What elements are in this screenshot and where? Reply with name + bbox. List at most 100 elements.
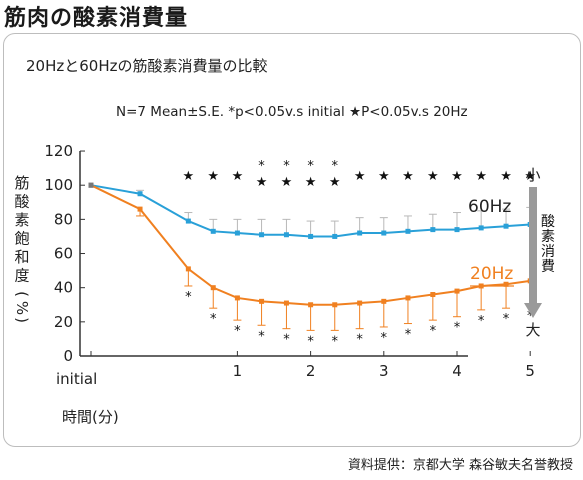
significance-asterisk: * bbox=[234, 324, 241, 339]
data-point-60Hz bbox=[478, 225, 484, 231]
y-tick-label: 40 bbox=[54, 279, 73, 297]
significance-star: ★ bbox=[500, 169, 512, 184]
data-point-60Hz bbox=[430, 227, 436, 233]
x-tick-label: 1 bbox=[233, 362, 243, 380]
significance-asterisk: * bbox=[405, 328, 412, 343]
significance-asterisk: * bbox=[332, 334, 339, 349]
significance-star: ★ bbox=[402, 169, 414, 184]
data-point-60Hz bbox=[185, 218, 191, 224]
data-point-20Hz bbox=[308, 302, 314, 308]
chart-frame bbox=[3, 33, 581, 447]
data-point-20Hz bbox=[332, 302, 338, 308]
data-point-60Hz bbox=[381, 230, 387, 236]
y-tick-label: 100 bbox=[44, 176, 73, 194]
y-tick-label: 0 bbox=[63, 347, 73, 365]
source-credit: 資料提供：京都大学 森谷敏夫名誉教授 bbox=[347, 458, 573, 473]
x-tick-label: 5 bbox=[525, 362, 535, 380]
y-tick-label: 20 bbox=[54, 313, 73, 331]
significance-star: ★ bbox=[427, 169, 439, 184]
significance-asterisk: * bbox=[478, 314, 485, 329]
x-tick-label: 3 bbox=[379, 362, 389, 380]
y-axis-title-char: 度 bbox=[14, 267, 29, 285]
y-axis-title-char: 飽 bbox=[14, 230, 29, 248]
arrow-top-label: 小 bbox=[525, 166, 540, 184]
y-tick-label: 60 bbox=[54, 245, 73, 263]
y-axis-title-char: 筋 bbox=[14, 174, 29, 192]
data-point-60Hz bbox=[332, 233, 338, 239]
chart-title: 20Hzと60Hzの筋酸素消費量の比較 bbox=[26, 57, 268, 75]
data-point-60Hz bbox=[454, 227, 460, 233]
arrow-middle-label-char: 素 bbox=[541, 229, 555, 245]
arrow-middle-label-char: 費 bbox=[541, 259, 555, 275]
x-tick-label: 2 bbox=[306, 362, 316, 380]
significance-asterisk: * bbox=[210, 312, 217, 327]
x-axis-title: 時間(分) bbox=[62, 408, 119, 426]
significance-asterisk: * bbox=[283, 159, 290, 174]
data-point-20Hz bbox=[454, 288, 460, 294]
significance-star: ★ bbox=[524, 169, 536, 184]
data-point-20Hz bbox=[405, 295, 411, 301]
significance-asterisk: * bbox=[503, 312, 510, 327]
data-point-60Hz bbox=[234, 230, 240, 236]
stat-annotation: N=7 Mean±S.E. *p<0.05v.s initial ★P<0.05… bbox=[116, 104, 468, 120]
data-point-20Hz bbox=[137, 206, 143, 212]
page-title: 筋肉の酸素消費量 bbox=[4, 6, 189, 31]
y-tick-label: 80 bbox=[54, 210, 73, 228]
data-point-20Hz bbox=[88, 182, 94, 188]
y-axis-title-char: ( bbox=[13, 291, 31, 297]
x-tick-label: initial bbox=[56, 370, 97, 388]
significance-star: ★ bbox=[329, 175, 341, 190]
significance-star: ★ bbox=[281, 175, 293, 190]
significance-star: ★ bbox=[207, 169, 219, 184]
significance-star: ★ bbox=[183, 169, 195, 184]
arrow-middle-label-char: 酸 bbox=[541, 214, 555, 230]
arrow-bottom-label: 大 bbox=[525, 321, 540, 339]
data-point-20Hz bbox=[357, 300, 363, 306]
significance-star: ★ bbox=[354, 169, 366, 184]
arrow-head bbox=[524, 303, 542, 318]
significance-asterisk: * bbox=[454, 321, 461, 336]
significance-asterisk: * bbox=[307, 159, 314, 174]
data-point-60Hz bbox=[210, 228, 216, 234]
data-point-20Hz bbox=[430, 292, 436, 298]
significance-star: ★ bbox=[378, 169, 390, 184]
data-point-60Hz bbox=[259, 232, 265, 238]
y-axis-title-char: 酸 bbox=[14, 193, 29, 211]
x-tick-label: 4 bbox=[452, 362, 462, 380]
significance-asterisk: * bbox=[258, 329, 265, 344]
data-point-20Hz bbox=[185, 266, 191, 272]
data-point-60Hz bbox=[137, 191, 143, 197]
significance-asterisk: * bbox=[185, 290, 192, 305]
series-label-20hz: 20Hz bbox=[470, 264, 513, 284]
significance-star: ★ bbox=[475, 169, 487, 184]
data-point-60Hz bbox=[308, 233, 314, 239]
significance-asterisk: * bbox=[381, 331, 388, 346]
data-point-20Hz bbox=[503, 281, 509, 287]
data-point-60Hz bbox=[405, 228, 411, 234]
series-label-60hz: 60Hz bbox=[468, 197, 511, 217]
arrow-middle-label-char: 消 bbox=[541, 244, 555, 260]
data-point-20Hz bbox=[210, 285, 216, 291]
y-tick-label: 120 bbox=[44, 142, 73, 160]
significance-asterisk: * bbox=[283, 333, 290, 348]
significance-asterisk: * bbox=[258, 159, 265, 174]
significance-asterisk: * bbox=[356, 333, 363, 348]
significance-star: ★ bbox=[232, 169, 244, 184]
data-point-60Hz bbox=[283, 232, 289, 238]
y-axis-title-char: 素 bbox=[14, 211, 29, 229]
significance-star: ★ bbox=[305, 175, 317, 190]
significance-asterisk: * bbox=[430, 324, 437, 339]
significance-star: ★ bbox=[256, 175, 268, 190]
data-point-60Hz bbox=[357, 230, 363, 236]
significance-asterisk: * bbox=[332, 159, 339, 174]
data-point-60Hz bbox=[503, 223, 509, 229]
significance-star: ★ bbox=[451, 169, 463, 184]
y-axis-title-char: 和 bbox=[14, 248, 29, 266]
data-point-20Hz bbox=[234, 295, 240, 301]
y-axis-title-char: % bbox=[13, 301, 31, 315]
data-point-20Hz bbox=[381, 298, 387, 304]
arrow-shaft bbox=[529, 187, 537, 305]
data-point-20Hz bbox=[259, 298, 265, 304]
data-point-20Hz bbox=[283, 300, 289, 306]
